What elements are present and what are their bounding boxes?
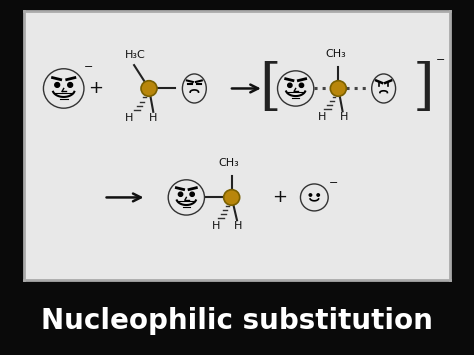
Circle shape xyxy=(309,194,312,196)
Text: [: [ xyxy=(259,61,281,116)
Text: Nucleophilic substitution: Nucleophilic substitution xyxy=(41,307,433,335)
Circle shape xyxy=(301,184,328,211)
Circle shape xyxy=(44,69,84,108)
Text: ]: ] xyxy=(413,61,435,116)
Text: −: − xyxy=(435,55,445,65)
Circle shape xyxy=(330,81,346,96)
Ellipse shape xyxy=(182,74,206,103)
Text: +: + xyxy=(88,80,103,98)
Text: H: H xyxy=(211,220,220,230)
Circle shape xyxy=(224,190,240,205)
Circle shape xyxy=(277,71,314,106)
Text: CH₃: CH₃ xyxy=(325,49,346,59)
Text: −: − xyxy=(329,178,338,188)
Text: H: H xyxy=(318,111,327,122)
Text: H: H xyxy=(234,220,242,230)
Circle shape xyxy=(68,83,73,87)
Circle shape xyxy=(317,194,319,196)
Text: H: H xyxy=(125,113,133,122)
Circle shape xyxy=(299,83,304,87)
Text: CH₃: CH₃ xyxy=(219,158,239,168)
Circle shape xyxy=(178,192,182,196)
Circle shape xyxy=(288,83,292,87)
Text: H₃C: H₃C xyxy=(125,50,146,60)
Circle shape xyxy=(168,180,204,215)
Text: −: − xyxy=(84,62,93,72)
Text: +: + xyxy=(272,189,287,207)
Circle shape xyxy=(190,192,194,196)
Circle shape xyxy=(141,81,157,96)
Text: H: H xyxy=(339,111,348,122)
Ellipse shape xyxy=(372,74,396,103)
Circle shape xyxy=(55,83,60,87)
Text: H: H xyxy=(149,113,157,122)
